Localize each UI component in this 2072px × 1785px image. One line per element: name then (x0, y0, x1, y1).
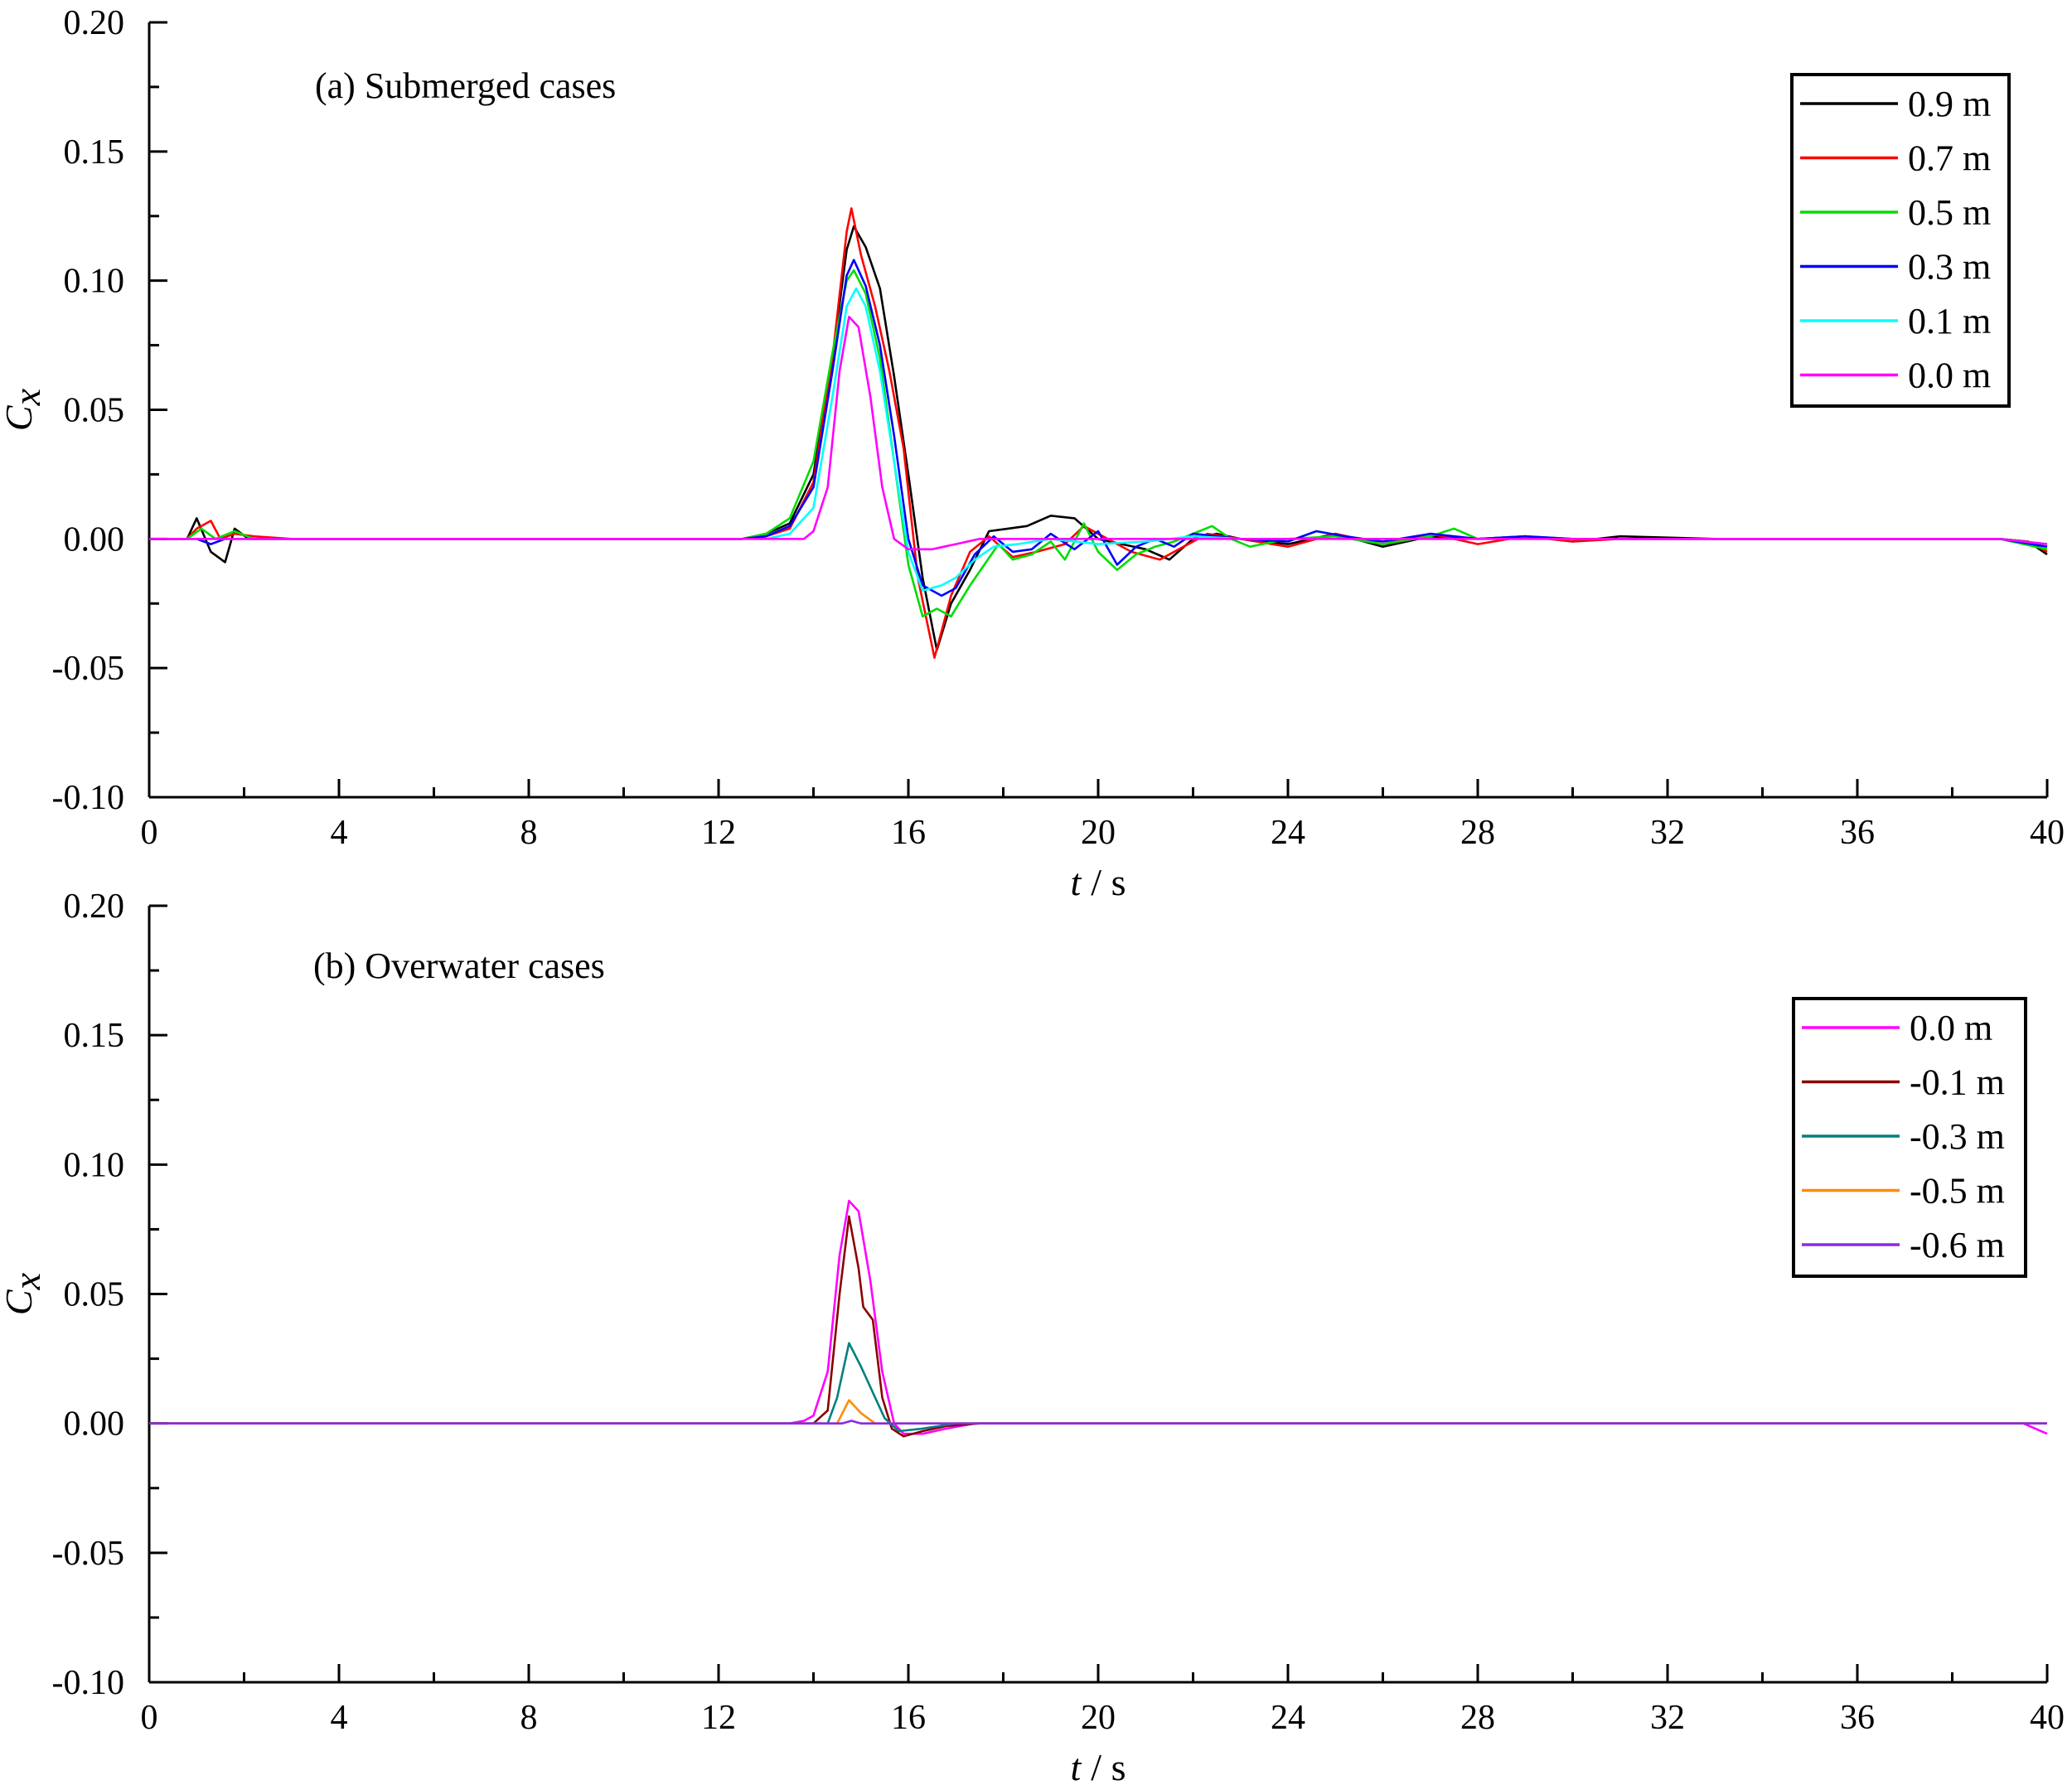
panel-b-y-tick-label: 0.20 (64, 888, 125, 926)
panel-a-title: (a) Submerged cases (315, 65, 616, 106)
panel-b-legend-label: 0.0 m (1910, 1008, 1992, 1048)
panel-a-y-tick-label: -0.05 (52, 650, 125, 688)
panel-a-x-tick-label: 28 (1460, 814, 1495, 852)
panel-b-legend-label: -0.1 m (1910, 1062, 2005, 1103)
panel-a-y-tick-label: 0.15 (64, 133, 125, 172)
panel-a-legend-label: 0.3 m (1908, 247, 1991, 288)
panel-b-x-tick-label: 0 (141, 1699, 158, 1737)
panel-a-submerged: 0 4 8 12 16 20 24 28 32 36 40 0.20 0.15 0.10 0.05 0.00 -… (0, 4, 2065, 903)
panel-a-legend: 0.9 m 0.7 m 0.5 m 0.3 m 0.1 m 0.0 m (1790, 73, 2011, 408)
panel-a-x-tick-label: 0 (141, 814, 158, 852)
panel-b-y-tick-label: -0.10 (52, 1664, 125, 1702)
panel-a-x-axis-unit: / s (1091, 861, 1126, 903)
panel-a-y-axis-var: C (0, 404, 40, 431)
panel-b-x-tick-label: 40 (2030, 1699, 2065, 1737)
panel-b-x-tick-label: 4 (331, 1699, 348, 1737)
panel-a-series-line-5 (149, 316, 2048, 551)
panel-a-series-line-2 (149, 268, 2048, 618)
panel-b-series-line-3 (149, 1399, 2047, 1425)
panel-a-y-axis-sub: x (6, 388, 48, 406)
panel-a-x-axis-label: t / s (1071, 861, 1126, 903)
panel-b-series-line-2 (149, 1342, 2047, 1433)
panel-b-x-tick-label: 20 (1081, 1699, 1116, 1737)
panel-a-legend-box (1790, 73, 2011, 408)
panel-a-y-tick-label: 0.00 (64, 520, 125, 559)
panel-b-x-tick-label: 12 (701, 1699, 736, 1737)
panel-b-y-axis-var: C (0, 1289, 40, 1315)
panel-a-x-tick-label: 4 (331, 814, 348, 852)
panel-a-y-tick-label: -0.10 (52, 779, 125, 817)
panel-a-legend-label: 0.9 m (1908, 84, 1991, 124)
panel-b-series-line-0 (149, 1199, 2048, 1435)
panel-a-series-line-0 (149, 225, 2048, 651)
panel-a-x-tick-label: 8 (520, 814, 538, 852)
panel-a-x-axis-var: t (1071, 861, 1082, 903)
panel-a-y-tick-label: 0.10 (64, 263, 125, 301)
panel-b-series-line-4 (149, 1420, 2047, 1425)
panel-b-x-tick-label: 36 (1840, 1699, 1875, 1737)
panel-a-legend-label: 0.1 m (1908, 301, 1991, 341)
panel-b-legend: 0.0 m -0.1 m -0.3 m -0.5 m -0.6 m (1792, 997, 2027, 1278)
panel-b-x-axis-unit: / s (1091, 1746, 1126, 1785)
panel-a-x-tick-label: 16 (891, 814, 926, 852)
panel-a-series-line-4 (149, 287, 2048, 592)
panel-a-legend-label: 0.0 m (1908, 356, 1991, 396)
panel-b-x-tick-label: 16 (891, 1699, 926, 1737)
panel-a-x-tick-label: 24 (1271, 814, 1305, 852)
panel-a-y-tick-label: 0.05 (64, 392, 125, 430)
panel-b-y-tick-label: 0.05 (64, 1276, 125, 1314)
panel-b-legend-label: -0.6 m (1910, 1225, 2005, 1265)
panel-a-x-tick-label: 40 (2030, 814, 2065, 852)
panel-b-overwater: 0 4 8 12 16 20 24 28 32 36 40 0.20 0.15 0.10 0.05 0.00 -… (0, 888, 2065, 1785)
panel-a-legend-label: 0.7 m (1908, 138, 1991, 179)
panel-b-y-tick-label: 0.00 (64, 1405, 125, 1444)
panel-a-series-line-1 (149, 207, 2048, 659)
panel-a-y-tick-label: 0.20 (64, 4, 125, 42)
panel-b-y-axis-sub: x (6, 1272, 48, 1290)
panel-b-title: (b) Overwater cases (313, 946, 605, 986)
panel-b-series-line-1 (149, 1215, 2047, 1438)
panel-a-legend-label: 0.5 m (1908, 192, 1991, 233)
panel-a-x-tick-label: 20 (1081, 814, 1116, 852)
panel-b-x-tick-label: 8 (520, 1699, 538, 1737)
panel-b-x-tick-label: 24 (1271, 1699, 1305, 1737)
panel-a-y-axis-label: Cx (0, 388, 48, 431)
panel-b-legend-label: -0.5 m (1910, 1171, 2005, 1212)
panel-b-legend-label: -0.3 m (1910, 1116, 2005, 1157)
panel-a-x-tick-label: 32 (1650, 814, 1685, 852)
panel-b-x-tick-label: 28 (1460, 1699, 1495, 1737)
panel-a-x-tick-label: 12 (701, 814, 736, 852)
panel-b-y-tick-label: 0.10 (64, 1146, 125, 1184)
panel-a-x-tick-label: 36 (1840, 814, 1875, 852)
panel-b-y-axis-label: Cx (0, 1272, 48, 1315)
panel-b-y-tick-label: 0.15 (64, 1017, 125, 1055)
panel-b-x-tick-label: 32 (1650, 1699, 1685, 1737)
panel-b-y-tick-label: -0.05 (52, 1535, 125, 1573)
panel-b-x-axis-var: t (1071, 1746, 1082, 1785)
panel-b-x-axis-label: t / s (1071, 1746, 1126, 1785)
panel-a-series-line-3 (149, 259, 2048, 597)
